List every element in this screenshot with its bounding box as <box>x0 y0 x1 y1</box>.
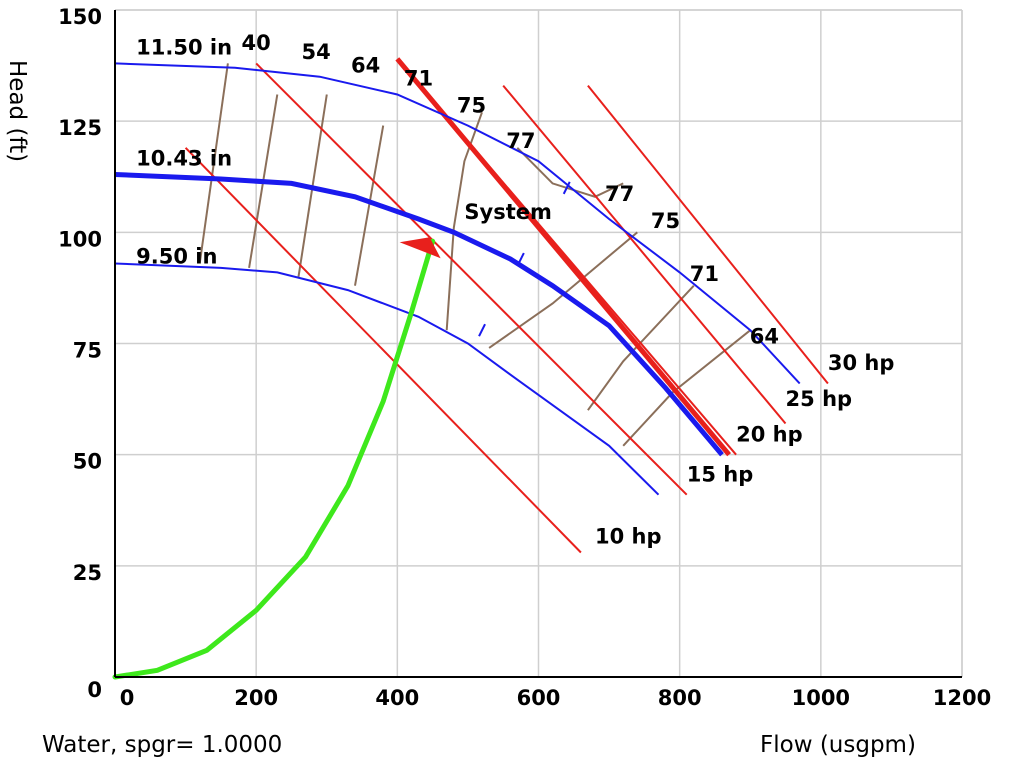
x-tick-label: 1000 <box>792 686 850 710</box>
chart-labels: 10 hp 15 hp 20 hp 25 hp 30 hp 11.50 in 10.43 i… <box>136 31 894 549</box>
y-tick-label: 100 <box>58 227 102 251</box>
x-tick-label: 400 <box>375 686 419 710</box>
power-label-10-hp: 10 hp <box>595 525 662 549</box>
x-tick-label: 800 <box>658 686 702 710</box>
impeller-label-9-50-in: 9.50 in <box>136 244 217 268</box>
y-tick-label: 25 <box>73 561 102 585</box>
efficiency-label-75: 75 <box>457 93 486 117</box>
power-label-25-hp: 25 hp <box>786 387 853 411</box>
axes: 0 200 400 600 800 1000 1200 0 25 50 75 100 125 150 <box>58 5 991 710</box>
impeller-label-10-43-in: 10.43 in <box>136 147 232 171</box>
bep-tick <box>478 323 486 337</box>
efficiency-line <box>587 285 695 411</box>
x-axis-title: Flow (usgpm) <box>760 732 916 758</box>
efficiency-label-71: 71 <box>690 262 719 286</box>
y-tick-label: 75 <box>73 339 102 363</box>
efficiency-line <box>198 63 229 264</box>
bep-tick <box>562 181 571 195</box>
impeller-label-11-50-in: 11.50 in <box>136 35 232 59</box>
x-tick-label: 600 <box>517 686 561 710</box>
power-label-20-hp: 20 hp <box>736 422 803 446</box>
x-tick-label: 200 <box>234 686 278 710</box>
footnote: Water, spgr= 1.0000 <box>42 732 282 758</box>
operating-point-marker <box>399 237 441 259</box>
efficiency-line <box>445 111 483 331</box>
efficiency-label-75: 75 <box>651 209 680 233</box>
efficiency-label-54: 54 <box>302 40 331 64</box>
efficiency-label-77: 77 <box>506 129 535 153</box>
efficiency-label-40: 40 <box>242 31 271 55</box>
impeller-curve-9-50-in <box>114 262 660 496</box>
efficiency-label-64: 64 <box>750 325 779 349</box>
efficiency-label-71: 71 <box>404 67 433 91</box>
power-lines <box>184 57 829 554</box>
power-line-15-hp <box>255 62 688 496</box>
y-axis-title: Head (ft) <box>4 60 30 162</box>
system-curve <box>112 238 436 680</box>
power-line-25-hp <box>502 84 787 425</box>
x-tick-label: 1200 <box>933 686 991 710</box>
bep-tick <box>516 252 525 266</box>
impeller-curves <box>114 62 801 496</box>
efficiency-label-77: 77 <box>605 182 634 206</box>
efficiency-label-64: 64 <box>351 53 380 77</box>
power-line-10-hp <box>184 147 582 554</box>
y-tick-label: 150 <box>58 5 102 29</box>
power-label-30-hp: 30 hp <box>828 351 895 375</box>
impeller-curve-11-50-in <box>114 62 801 385</box>
efficiency-line <box>354 125 385 286</box>
y-tick-label: 125 <box>58 116 102 140</box>
power-line-30-hp <box>587 84 829 385</box>
efficiency-line <box>488 231 638 349</box>
system-label: System <box>464 200 551 224</box>
y-tick-label: 0 <box>87 678 102 702</box>
x-tick-label: 0 <box>120 686 135 710</box>
grid <box>115 9 963 677</box>
system-curve-group <box>112 237 441 680</box>
impeller-curve-10-43-in <box>114 172 724 457</box>
y-tick-label: 50 <box>73 450 102 474</box>
power-label-15-hp: 15 hp <box>687 462 754 486</box>
heavy-red-line <box>395 57 732 457</box>
